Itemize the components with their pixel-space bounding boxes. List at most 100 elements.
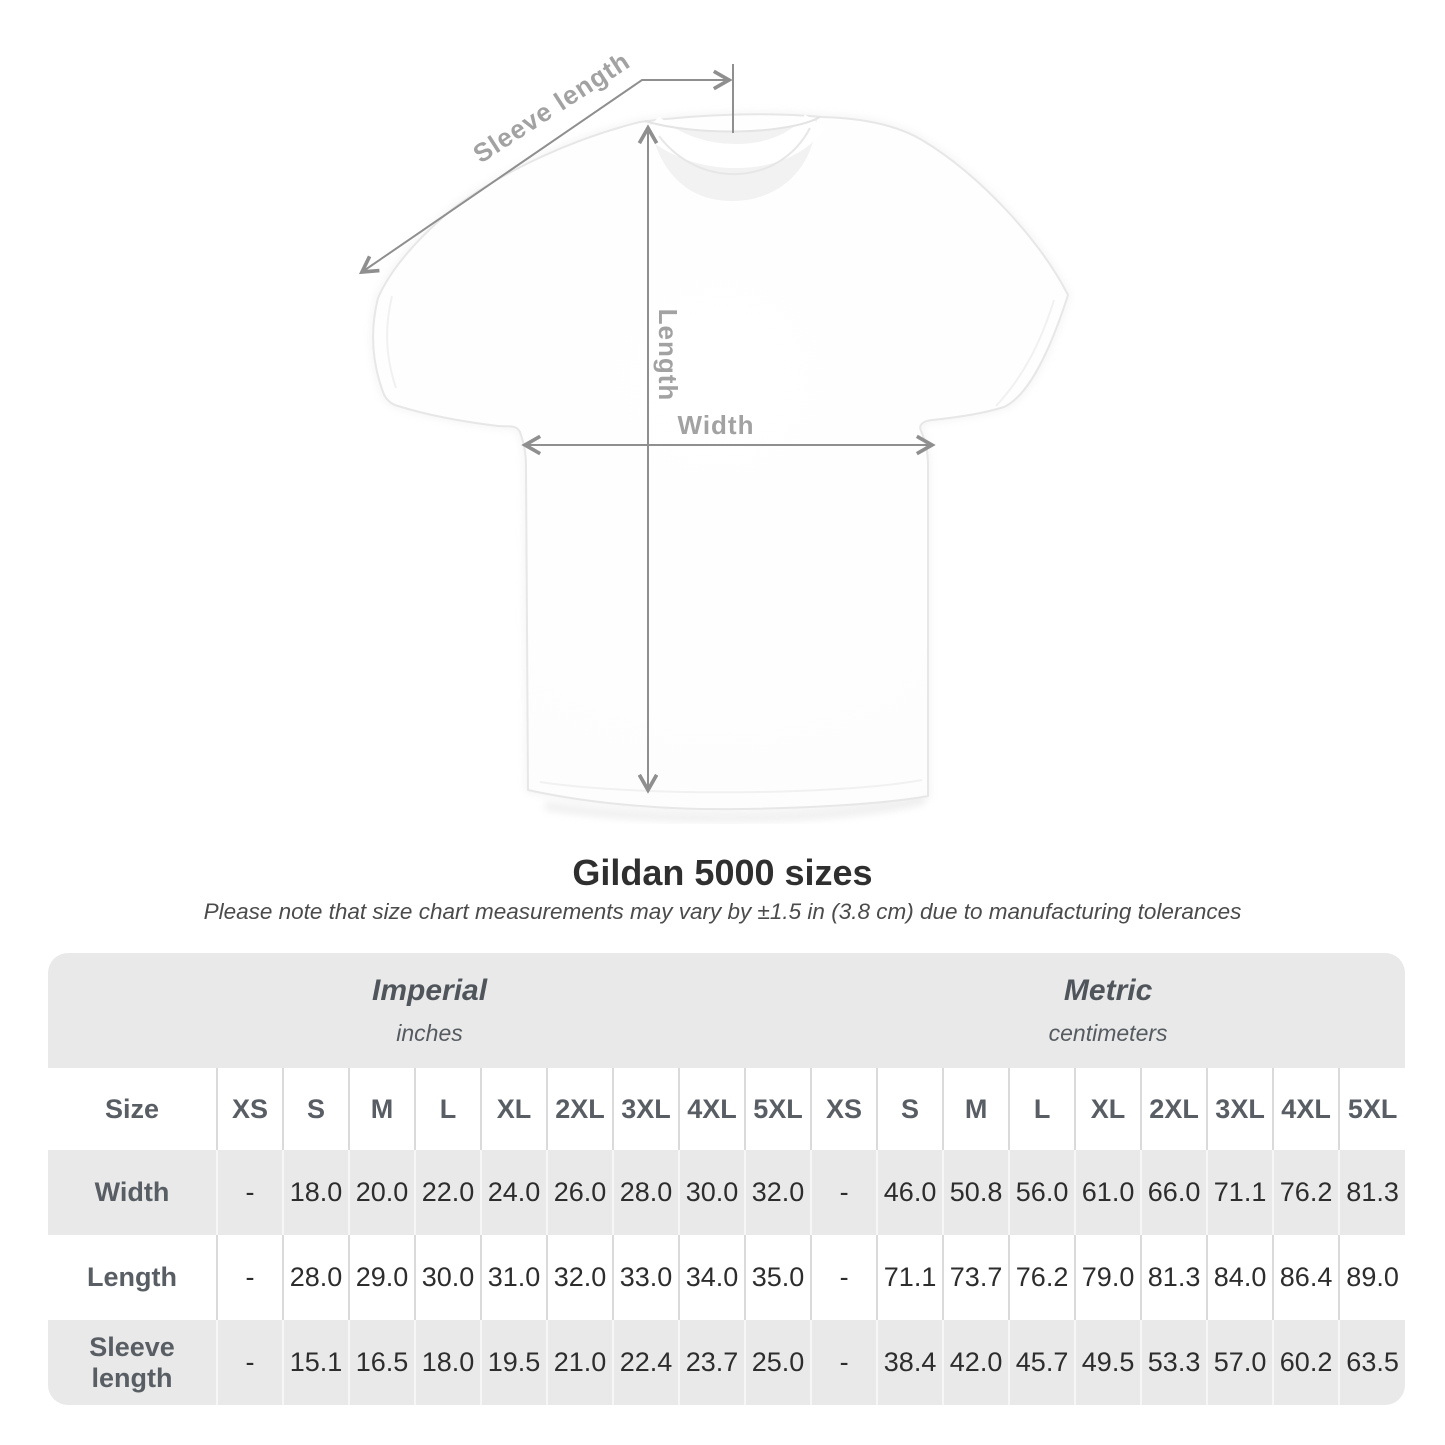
- row-label: Width: [94, 1177, 170, 1207]
- size-column-header: L: [414, 1068, 481, 1150]
- measurement-value-cell: 71.1: [876, 1235, 944, 1320]
- size-column-header: XL: [1074, 1068, 1142, 1150]
- size-column-header: XS: [216, 1068, 283, 1150]
- measurement-value-cell: 29.0: [348, 1235, 415, 1320]
- measurement-value-cell: 30.0: [414, 1235, 481, 1320]
- measurement-value-cell: 79.0: [1074, 1235, 1142, 1320]
- measurement-value-cell: 61.0: [1074, 1150, 1142, 1235]
- size-column-header: 4XL: [678, 1068, 745, 1150]
- metric-group-label: Metric: [1063, 974, 1153, 1007]
- metric-group-unit: centimeters: [1048, 1020, 1168, 1046]
- measurement-value-cell: 24.0: [480, 1150, 547, 1235]
- row-label: Length: [87, 1262, 177, 1292]
- measurement-value-cell: 46.0: [876, 1150, 944, 1235]
- measurement-value-cell: 50.8: [942, 1150, 1010, 1235]
- measurement-value-cell: 63.5: [1338, 1320, 1405, 1405]
- measurement-value-cell: 33.0: [612, 1235, 679, 1320]
- sleeve-length-row: Sleeve length - 15.1 16.5 18.0 19.5 21.0…: [48, 1320, 1405, 1405]
- measurement-value-cell: 60.2: [1272, 1320, 1340, 1405]
- imperial-group-unit: inches: [396, 1020, 463, 1046]
- measurement-value-cell: 22.0: [414, 1150, 481, 1235]
- measurement-value-cell: 84.0: [1206, 1235, 1274, 1320]
- measurement-value-cell: -: [810, 1320, 878, 1405]
- measurement-value-cell: -: [216, 1150, 283, 1235]
- measurement-value-cell: 15.1: [282, 1320, 349, 1405]
- size-column-header: XL: [480, 1068, 547, 1150]
- length-label: Length: [653, 309, 683, 402]
- measurement-value-cell: 89.0: [1338, 1235, 1405, 1320]
- size-column-header: S: [282, 1068, 349, 1150]
- metric-group-header: Metric centimeters: [811, 953, 1405, 1068]
- measurement-value-cell: 45.7: [1008, 1320, 1076, 1405]
- hem-stitch: [539, 779, 923, 794]
- tshirt-ground-shadow: [544, 796, 925, 822]
- measurement-value-cell: 76.2: [1272, 1150, 1340, 1235]
- measurement-value-cell: 18.0: [414, 1320, 481, 1405]
- measurement-value-cell: 71.1: [1206, 1150, 1274, 1235]
- unit-group-row: Imperial inches Metric centimeters: [48, 953, 1405, 1068]
- size-column-header: 3XL: [1206, 1068, 1274, 1150]
- measurement-value-cell: 20.0: [348, 1150, 415, 1235]
- measurement-value-cell: 16.5: [348, 1320, 415, 1405]
- measurement-value-cell: 35.0: [743, 1235, 812, 1320]
- measurement-value-cell: 19.5: [480, 1320, 547, 1405]
- width-label: Width: [678, 410, 755, 440]
- measurement-value-cell: 21.0: [546, 1320, 613, 1405]
- measurement-value-cell: 81.3: [1140, 1235, 1208, 1320]
- size-column-header: 4XL: [1272, 1068, 1340, 1150]
- measurement-value-cell: 56.0: [1008, 1150, 1076, 1235]
- measurement-value-cell: 81.3: [1338, 1150, 1405, 1235]
- width-row: Width - 18.0 20.0 22.0 24.0 26.0 28.0 30…: [48, 1150, 1405, 1235]
- measurement-value-cell: 32.0: [743, 1150, 812, 1235]
- measurement-value-cell: 76.2: [1008, 1235, 1076, 1320]
- size-column-header: 5XL: [743, 1068, 812, 1150]
- sleeve-length-arrow: [358, 69, 733, 275]
- measurement-value-cell: 38.4: [876, 1320, 944, 1405]
- measurement-value-cell: 26.0: [546, 1150, 613, 1235]
- size-column-header: 5XL: [1338, 1068, 1405, 1150]
- size-column-header: XS: [810, 1068, 878, 1150]
- size-column-header: S: [876, 1068, 944, 1150]
- measurement-value-cell: -: [216, 1235, 283, 1320]
- tolerance-note: Please note that size chart measurements…: [203, 899, 1242, 924]
- measurement-value-cell: 57.0: [1206, 1320, 1274, 1405]
- measurement-value-cell: 28.0: [282, 1235, 349, 1320]
- length-row: Length - 28.0 29.0 30.0 31.0 32.0 33.0 3…: [48, 1235, 1405, 1320]
- imperial-group-label: Imperial: [372, 974, 488, 1007]
- right-cuff-stitch: [995, 299, 1055, 407]
- tshirt-graphic: [372, 113, 1069, 811]
- measurement-value-cell: -: [216, 1320, 283, 1405]
- size-column-header: L: [1008, 1068, 1076, 1150]
- measurement-value-cell: 53.3: [1140, 1320, 1208, 1405]
- measurement-value-cell: 18.0: [282, 1150, 349, 1235]
- imperial-group-header: Imperial inches: [48, 953, 812, 1068]
- measurement-value-cell: 30.0: [678, 1150, 745, 1235]
- size-header-row: Size XS S M L XL 2XL 3XL 4XL 5XL XS S M …: [48, 1068, 1405, 1150]
- measurement-value-cell: -: [810, 1235, 878, 1320]
- measurement-value-cell: 73.7: [942, 1235, 1010, 1320]
- size-column-header: 2XL: [1140, 1068, 1208, 1150]
- measurement-value-cell: 34.0: [678, 1235, 745, 1320]
- measurement-value-cell: 25.0: [743, 1320, 812, 1405]
- row-label: Sleeve length: [89, 1331, 175, 1393]
- measurement-value-cell: 28.0: [612, 1150, 679, 1235]
- size-column-header: 3XL: [612, 1068, 679, 1150]
- left-cuff-stitch: [386, 295, 397, 389]
- measurement-value-cell: 42.0: [942, 1320, 1010, 1405]
- size-column-header: 2XL: [546, 1068, 613, 1150]
- page-title: Gildan 5000 sizes: [572, 852, 873, 893]
- measurement-value-cell: 49.5: [1074, 1320, 1142, 1405]
- measurement-value-cell: 66.0: [1140, 1150, 1208, 1235]
- tshirt-measurement-diagram: Sleeve length Length Width: [358, 45, 1070, 822]
- measurement-value-cell: 32.0: [546, 1235, 613, 1320]
- size-column-header: M: [942, 1068, 1010, 1150]
- size-table-container: Imperial inches Metric centimeters Size …: [48, 953, 1405, 1405]
- size-column-header: M: [348, 1068, 415, 1150]
- size-corner-header: Size: [104, 1093, 160, 1124]
- measurement-value-cell: 31.0: [480, 1235, 547, 1320]
- measurement-value-cell: 23.7: [678, 1320, 745, 1405]
- size-chart-table: Imperial inches Metric centimeters Size …: [48, 953, 1405, 1405]
- measurement-value-cell: 86.4: [1272, 1235, 1340, 1320]
- measurement-value-cell: 22.4: [612, 1320, 679, 1405]
